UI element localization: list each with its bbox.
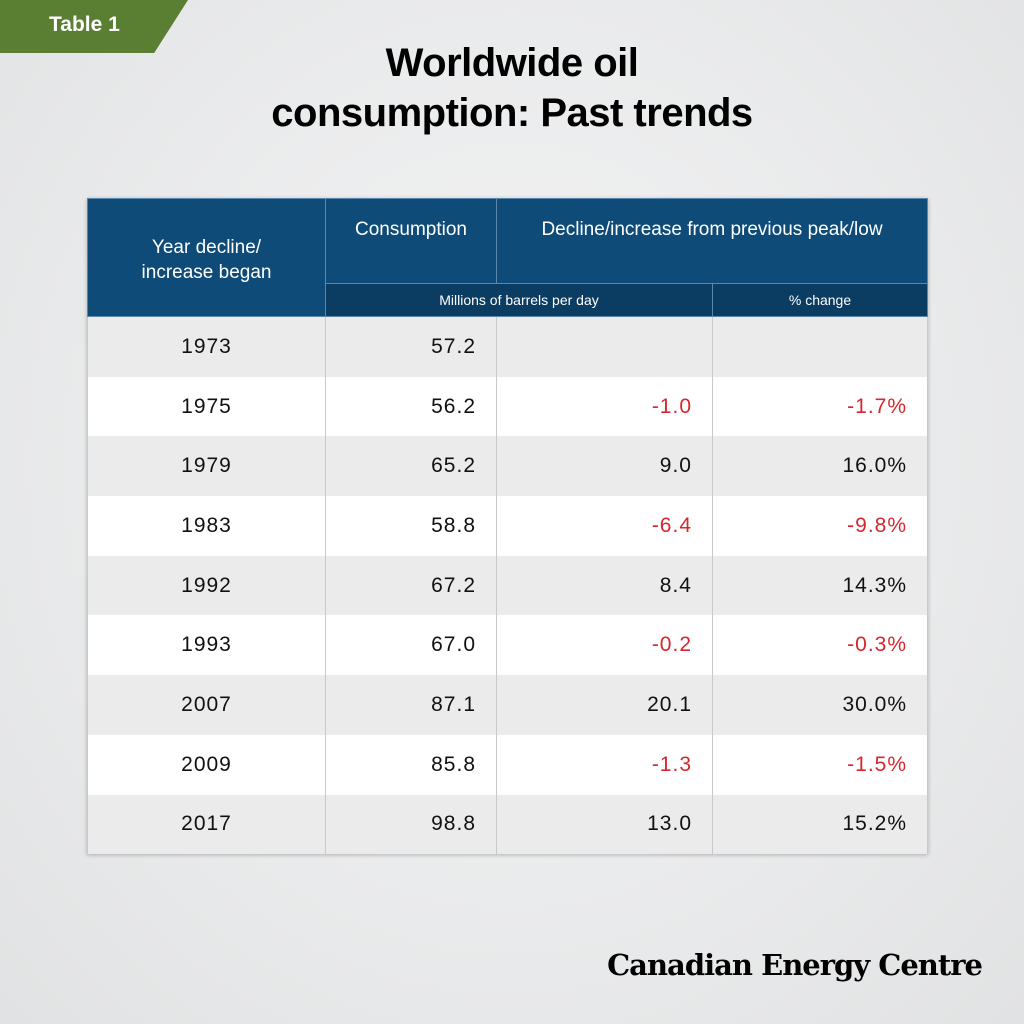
cell-year: 1973 bbox=[87, 316, 326, 377]
cell-consumption: 56.2 bbox=[325, 376, 497, 437]
table-row: 1992 67.2 8.4 14.3% bbox=[87, 555, 929, 616]
cell-consumption: 67.2 bbox=[325, 555, 497, 616]
data-table: Year decline/ increase began Consumption… bbox=[87, 198, 929, 855]
cell-year: 2009 bbox=[87, 734, 326, 795]
cell-change: -1.3 bbox=[496, 734, 713, 795]
cell-pct: -9.8% bbox=[711, 496, 929, 556]
cell-consumption: 58.8 bbox=[325, 496, 497, 556]
cell-change: -6.4 bbox=[496, 496, 713, 556]
cell-consumption: 67.0 bbox=[325, 615, 497, 676]
cell-pct: 16.0% bbox=[711, 436, 929, 497]
table-row: 2017 98.8 13.0 15.2% bbox=[87, 794, 929, 855]
page-title: Worldwide oil consumption: Past trends bbox=[0, 38, 1024, 138]
cell-change: 13.0 bbox=[496, 794, 713, 855]
cell-consumption: 98.8 bbox=[325, 794, 497, 855]
cell-pct: -1.5% bbox=[711, 734, 929, 795]
cell-consumption: 65.2 bbox=[325, 436, 497, 497]
table-row: 1975 56.2 -1.0 -1.7% bbox=[87, 376, 929, 437]
table-row: 1979 65.2 9.0 16.0% bbox=[87, 436, 929, 497]
title-line-1: Worldwide oil bbox=[385, 41, 639, 85]
title-line-2: consumption: Past trends bbox=[271, 91, 753, 135]
cell-change: 20.1 bbox=[496, 675, 713, 735]
cell-change: 9.0 bbox=[496, 436, 713, 497]
cell-year: 1983 bbox=[87, 496, 326, 556]
table-row: 1993 67.0 -0.2 -0.3% bbox=[87, 615, 929, 676]
cell-pct: 30.0% bbox=[711, 675, 929, 735]
cell-pct: 15.2% bbox=[711, 794, 929, 855]
table-label-badge: Table 1 bbox=[0, 0, 188, 53]
cell-change: -1.0 bbox=[496, 376, 713, 437]
table-row: 2007 87.1 20.1 30.0% bbox=[87, 675, 929, 735]
header-change: Decline/increase from previous peak/low bbox=[495, 198, 929, 284]
header-year-text: Year decline/ increase began bbox=[141, 236, 272, 283]
cell-pct: 14.3% bbox=[711, 555, 929, 616]
cell-year: 1992 bbox=[87, 555, 326, 616]
table-row: 1983 58.8 -6.4 -9.8% bbox=[87, 496, 929, 556]
badge-text: Table 1 bbox=[49, 13, 120, 36]
header-pct: % change bbox=[711, 283, 929, 317]
cell-year: 1979 bbox=[87, 436, 326, 497]
cell-year: 2007 bbox=[87, 675, 326, 735]
cell-year: 1993 bbox=[87, 615, 326, 676]
cell-change: -0.2 bbox=[496, 615, 713, 676]
cell-year: 1975 bbox=[87, 376, 326, 437]
header-units: Millions of barrels per day bbox=[325, 283, 713, 317]
cell-consumption: 87.1 bbox=[325, 675, 497, 735]
cell-pct: -1.7% bbox=[711, 376, 929, 437]
cell-pct: -0.3% bbox=[711, 615, 929, 676]
cell-pct bbox=[711, 316, 929, 377]
cell-consumption: 85.8 bbox=[325, 734, 497, 795]
cell-change bbox=[496, 316, 713, 377]
header-year: Year decline/ increase began bbox=[87, 198, 326, 317]
cell-year: 2017 bbox=[87, 794, 326, 855]
table-row: 2009 85.8 -1.3 -1.5% bbox=[87, 734, 929, 795]
brand-logo: Canadian Energy Centre bbox=[607, 948, 983, 982]
table-row: 1973 57.2 bbox=[87, 316, 929, 377]
cell-change: 8.4 bbox=[496, 555, 713, 616]
header-consumption: Consumption bbox=[325, 198, 497, 284]
cell-consumption: 57.2 bbox=[325, 316, 497, 377]
